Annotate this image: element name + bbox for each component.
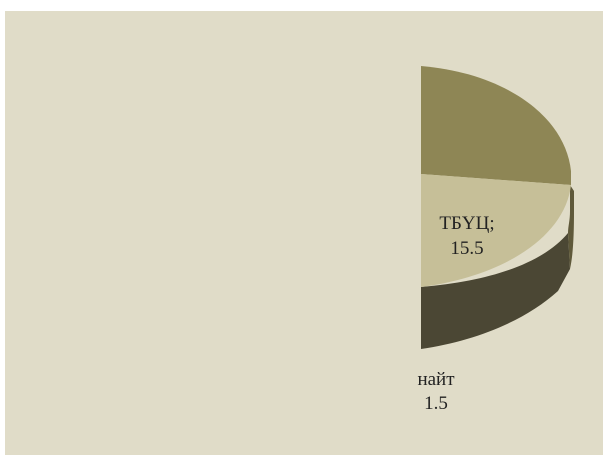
pie-chart: ТБҮЦ; 15.5 найт 1.5 [417, 66, 574, 414]
pie-side-right [568, 185, 574, 269]
pie-slice-top [421, 66, 571, 185]
pie-side-lower [421, 233, 570, 349]
slice-label-nait-value: 1.5 [424, 393, 448, 414]
slice-label-nait-name: найт [417, 369, 455, 390]
slice-label-tbuc-name: ТБҮЦ; [439, 213, 494, 234]
slice-label-tbuc-value: 15.5 [450, 238, 483, 259]
chart-area: ТБҮЦ; 15.5 найт 1.5 [5, 11, 603, 455]
pie-slice-tbuc [421, 174, 571, 287]
